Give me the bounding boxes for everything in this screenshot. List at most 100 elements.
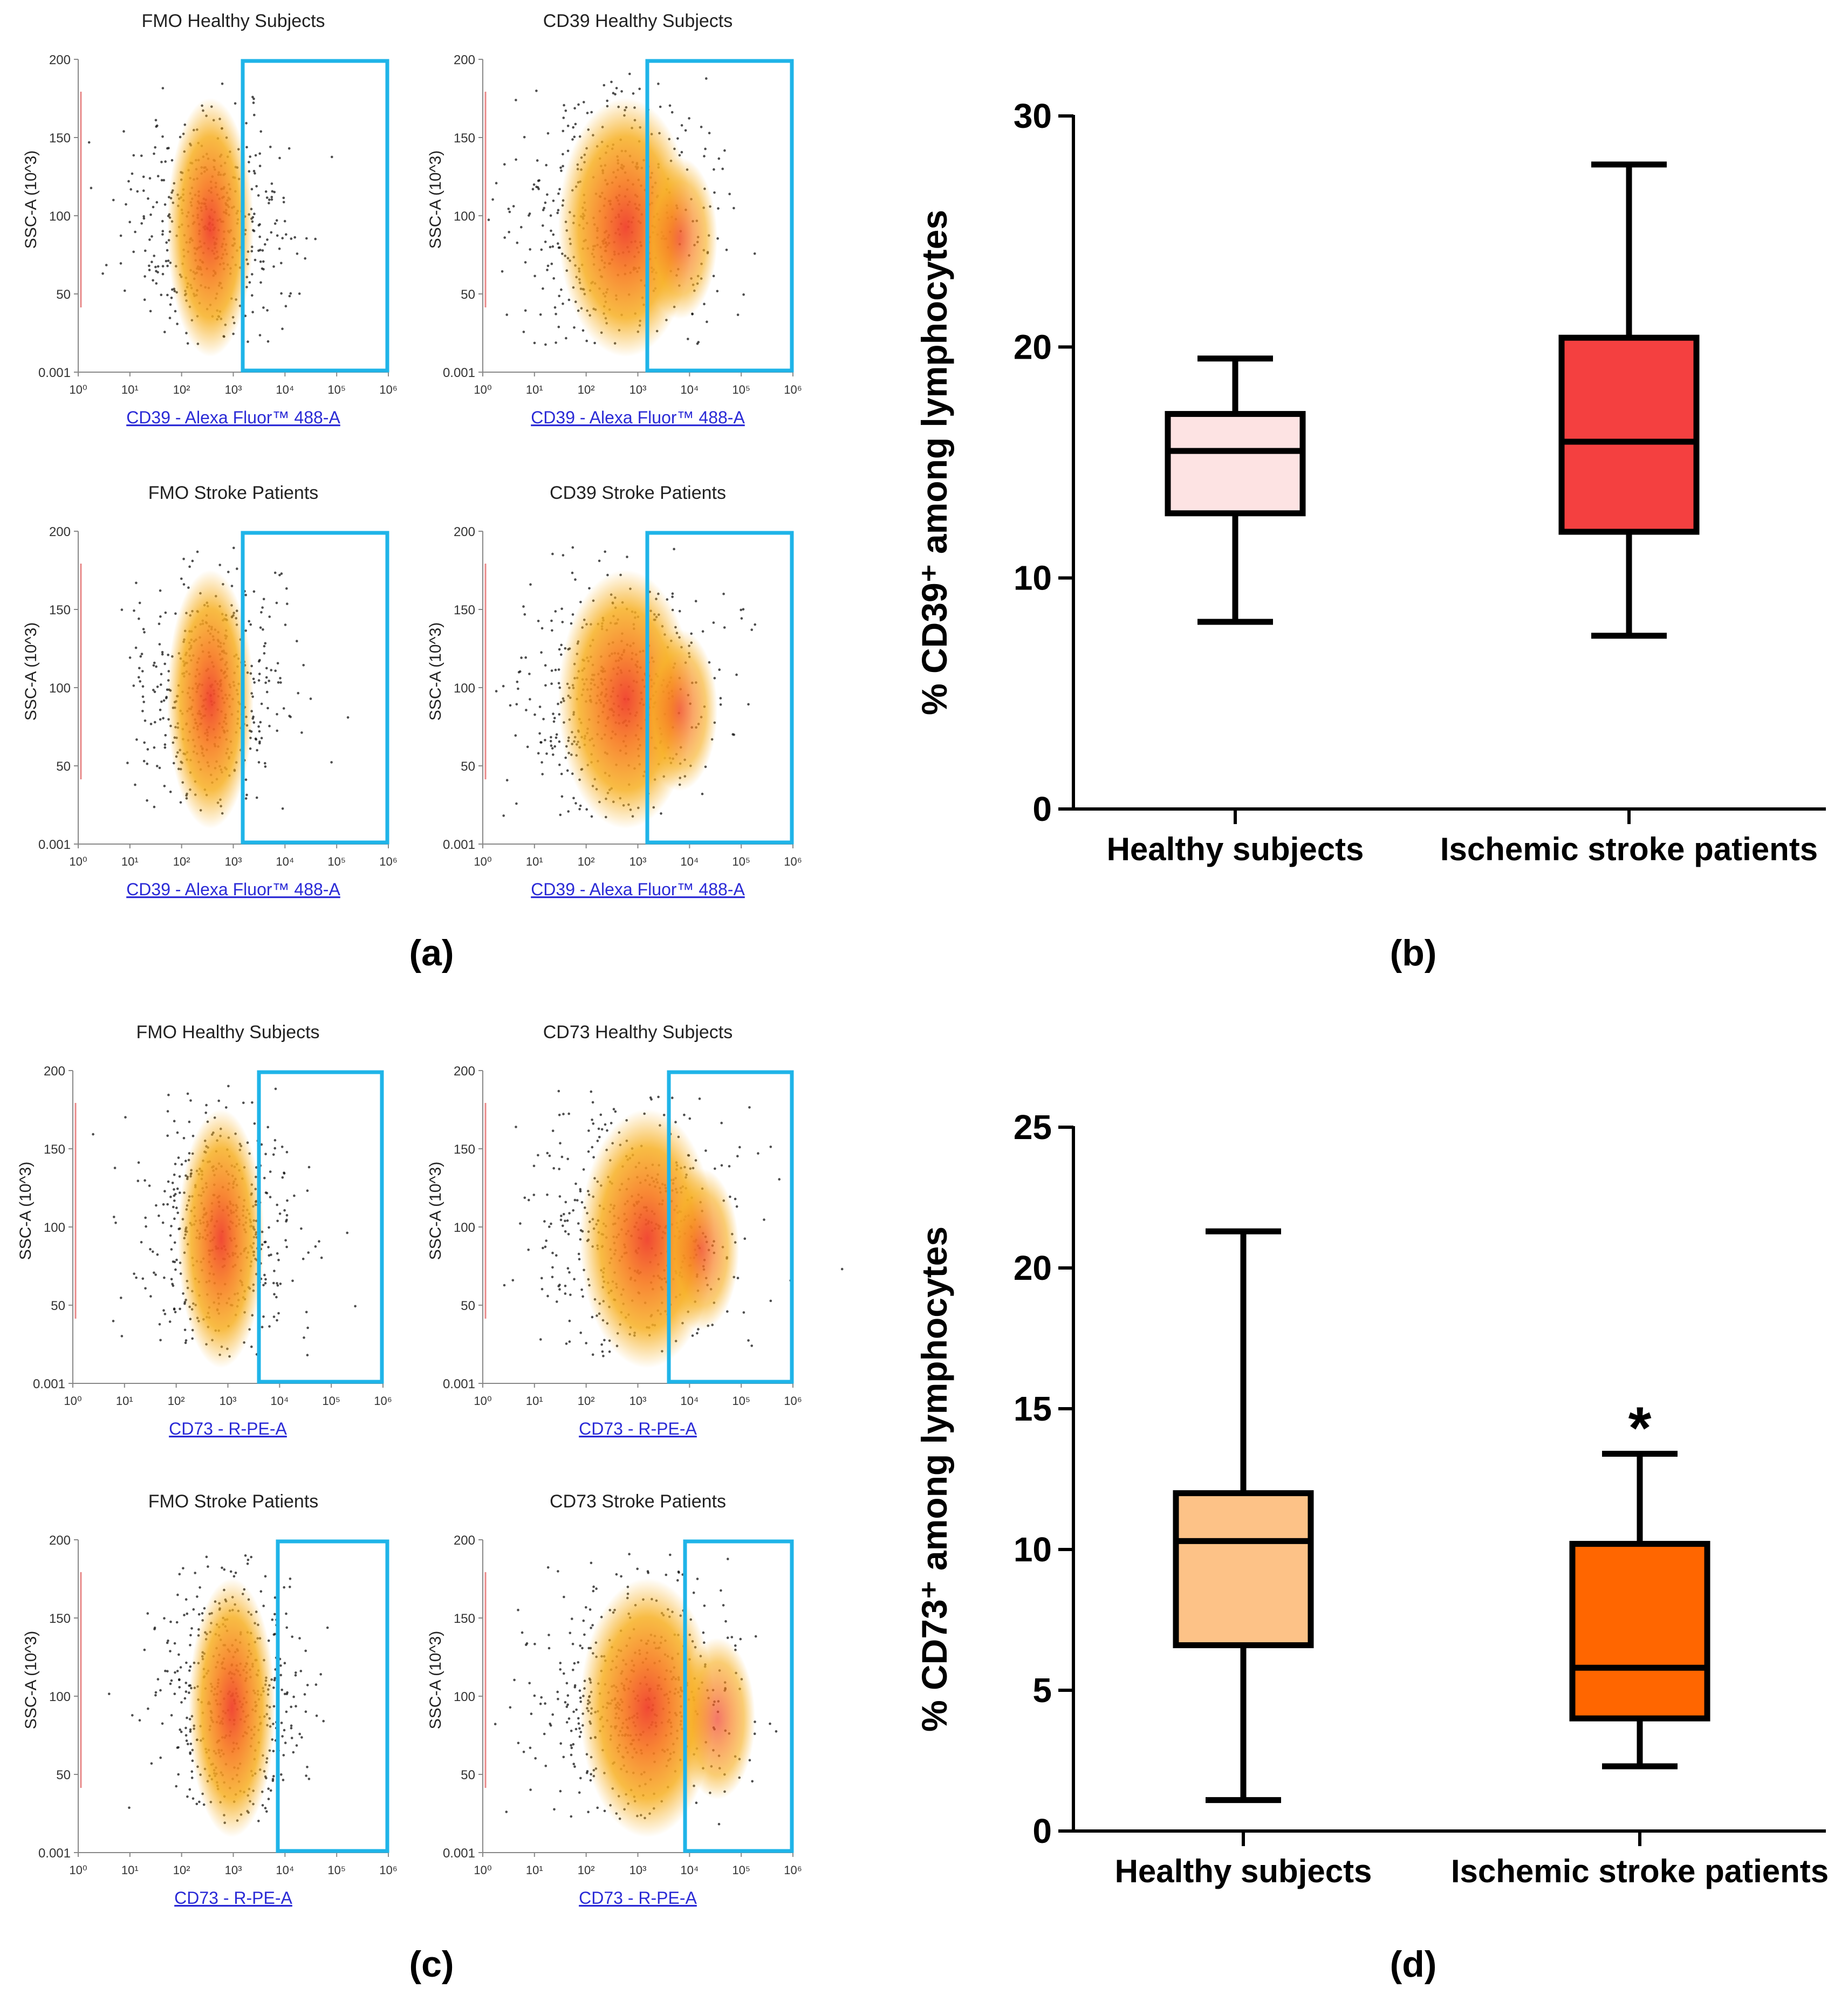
flow-x-tick-label: 10⁶ (374, 1394, 392, 1408)
gate-rectangle[interactable] (241, 531, 389, 845)
flow-y-tick-label: 150 (454, 1612, 475, 1626)
flow-plot-title: FMO Stroke Patients (148, 483, 319, 503)
flow-x-tick-label: 10³ (225, 383, 242, 396)
flow-x-tick-label: 10¹ (526, 383, 543, 396)
flow-density-positive (663, 1168, 739, 1331)
flow-x-tick-label: 10⁶ (784, 1863, 802, 1877)
flow-y-tick-label: 150 (454, 131, 475, 146)
box-chart-b: 0 10 20 30 % CD39⁺ among lymphocytes Healthy … (914, 97, 1826, 867)
flow-x-tick-label: 10⁵ (327, 855, 346, 868)
flow-x-label[interactable]: CD39 - Alexa Fluor™ 488-A (531, 880, 745, 899)
flow-y-tick-label: 0.001 (443, 838, 475, 852)
flow-x-label[interactable]: CD73 - R-PE-A (169, 1419, 287, 1438)
gate-rectangle[interactable] (276, 1539, 389, 1853)
flow-y-tick-label: 150 (49, 131, 71, 146)
flow-x-tick-label: 10⁰ (474, 1863, 491, 1877)
flow-x-tick-label: 10⁶ (379, 1863, 398, 1877)
gate-rectangle[interactable] (667, 1070, 794, 1384)
y-tick-label: 20 (1014, 1249, 1052, 1287)
flow-x-tick-label: 10² (168, 1394, 185, 1408)
gate-rectangle[interactable] (683, 1539, 794, 1853)
flow-x-tick-label: 10⁶ (379, 855, 398, 868)
flow-y-tick-label: 50 (51, 1299, 65, 1313)
box-iqr (1558, 334, 1700, 535)
flow-x-label[interactable]: CD73 - R-PE-A (579, 1888, 697, 1908)
flow-x-tick-label: 10² (578, 855, 595, 868)
flow-y-tick-label: 200 (49, 1533, 71, 1548)
flow-x-label[interactable]: CD73 - R-PE-A (174, 1888, 292, 1908)
y-axis-label: % CD39⁺ among lymphocytes (914, 210, 954, 715)
gate-rectangle[interactable] (645, 59, 794, 373)
flow-y-tick-label: 100 (454, 209, 475, 224)
flow-x-tick-label: 10¹ (526, 855, 543, 868)
flow-density-positive (680, 1637, 755, 1800)
gate-rectangle[interactable] (645, 531, 794, 845)
gate-rectangle[interactable] (257, 1070, 384, 1384)
flow-plot-title: FMO Healthy Subjects (136, 1022, 319, 1043)
flow-y-label: SSC-A (10^3) (22, 622, 40, 721)
flow-x-label[interactable]: CD39 - Alexa Fluor™ 488-A (126, 880, 340, 899)
flow-y-tick-label: 150 (49, 1612, 71, 1626)
flow-y-label: SSC-A (10^3) (22, 1631, 40, 1729)
flow-x-tick-label: 10³ (629, 383, 647, 396)
flow-y-tick-label: 0.001 (443, 1377, 475, 1391)
flow-y-tick-label: 0.001 (443, 366, 475, 380)
y-tick-label: 10 (1014, 1530, 1052, 1569)
flow-y-tick-label: 50 (461, 1768, 475, 1782)
flow-y-tick-label: 50 (56, 1768, 71, 1782)
flow-x-tick-label: 10² (578, 1863, 595, 1877)
flow-plot: CD73 Stroke Patients 200 150 100 50 0.001 10⁰ 1… (427, 1491, 802, 1908)
flow-x-tick-label: 10⁶ (784, 1394, 802, 1408)
box-healthy: Healthy subjects (1115, 1228, 1372, 1889)
flow-x-tick-label: 10⁶ (379, 383, 398, 396)
flow-plot-title: CD73 Stroke Patients (550, 1491, 726, 1512)
y-tick-label: 0 (1032, 1812, 1052, 1850)
flow-y-tick-label: 200 (49, 525, 71, 539)
flow-x-label[interactable]: CD39 - Alexa Fluor™ 488-A (126, 408, 340, 427)
x-tick-label: Ischemic stroke patients (1440, 831, 1818, 867)
gate-rectangle[interactable] (241, 59, 389, 373)
panel-label-d: (d) (1390, 1944, 1437, 1985)
flow-y-label: SSC-A (10^3) (427, 1162, 444, 1260)
box-iqr (1173, 1490, 1314, 1648)
flow-x-tick-label: 10⁰ (69, 1863, 87, 1877)
flow-y-tick-label: 200 (454, 525, 475, 539)
flow-density (167, 98, 254, 357)
panel-label-b: (b) (1390, 932, 1437, 973)
y-tick-label: 25 (1014, 1108, 1052, 1147)
flow-x-tick-label: 10⁴ (276, 1863, 294, 1877)
flow-y-tick-label: 150 (454, 603, 475, 618)
flow-plot-title: CD73 Healthy Subjects (543, 1022, 733, 1043)
flow-x-tick-label: 10⁵ (327, 383, 346, 396)
flow-x-tick-label: 10⁵ (732, 1863, 750, 1877)
flow-x-tick-label: 10⁵ (327, 1863, 346, 1877)
flow-x-tick-label: 10² (578, 383, 595, 396)
flow-plot-title: FMO Stroke Patients (148, 1491, 319, 1512)
flow-y-tick-label: 200 (454, 1533, 475, 1548)
flow-y-tick-label: 0.001 (38, 1846, 71, 1861)
flow-x-tick-label: 10³ (629, 855, 647, 868)
flow-y-tick-label: 100 (454, 1690, 475, 1704)
x-tick-label: Ischemic stroke patients (1451, 1853, 1829, 1889)
flow-y-tick-label: 50 (56, 287, 71, 302)
flow-x-tick-label: 10³ (225, 855, 242, 868)
flow-y-label: SSC-A (10^3) (22, 150, 40, 249)
flow-x-tick-label: 10⁰ (474, 855, 491, 868)
flow-y-tick-label: 100 (49, 209, 71, 224)
flow-x-tick-label: 10⁰ (64, 1394, 81, 1408)
flow-x-label[interactable]: CD39 - Alexa Fluor™ 488-A (531, 408, 745, 427)
flow-y-tick-label: 0.001 (38, 366, 71, 380)
flow-x-tick-label: 10³ (629, 1394, 647, 1408)
box-healthy: Healthy subjects (1107, 355, 1364, 867)
flow-y-tick-label: 100 (49, 1690, 71, 1704)
flow-x-tick-label: 10³ (220, 1394, 237, 1408)
flow-x-tick-label: 10¹ (121, 855, 139, 868)
flow-x-tick-label: 10⁶ (784, 383, 802, 396)
panel-label-c: (c) (409, 1944, 454, 1985)
flow-density (580, 1578, 715, 1837)
flow-x-label[interactable]: CD73 - R-PE-A (579, 1419, 697, 1438)
flow-plot: FMO Stroke Patients 200 150 100 50 0.001 10⁰ 10… (22, 1491, 398, 1908)
flow-x-tick-label: 10¹ (526, 1394, 543, 1408)
flow-density (189, 1578, 275, 1837)
flow-cytometry-plots: FMO Healthy Subjects 200 150 100 50 0.001 10⁰ 1… (17, 11, 844, 1908)
